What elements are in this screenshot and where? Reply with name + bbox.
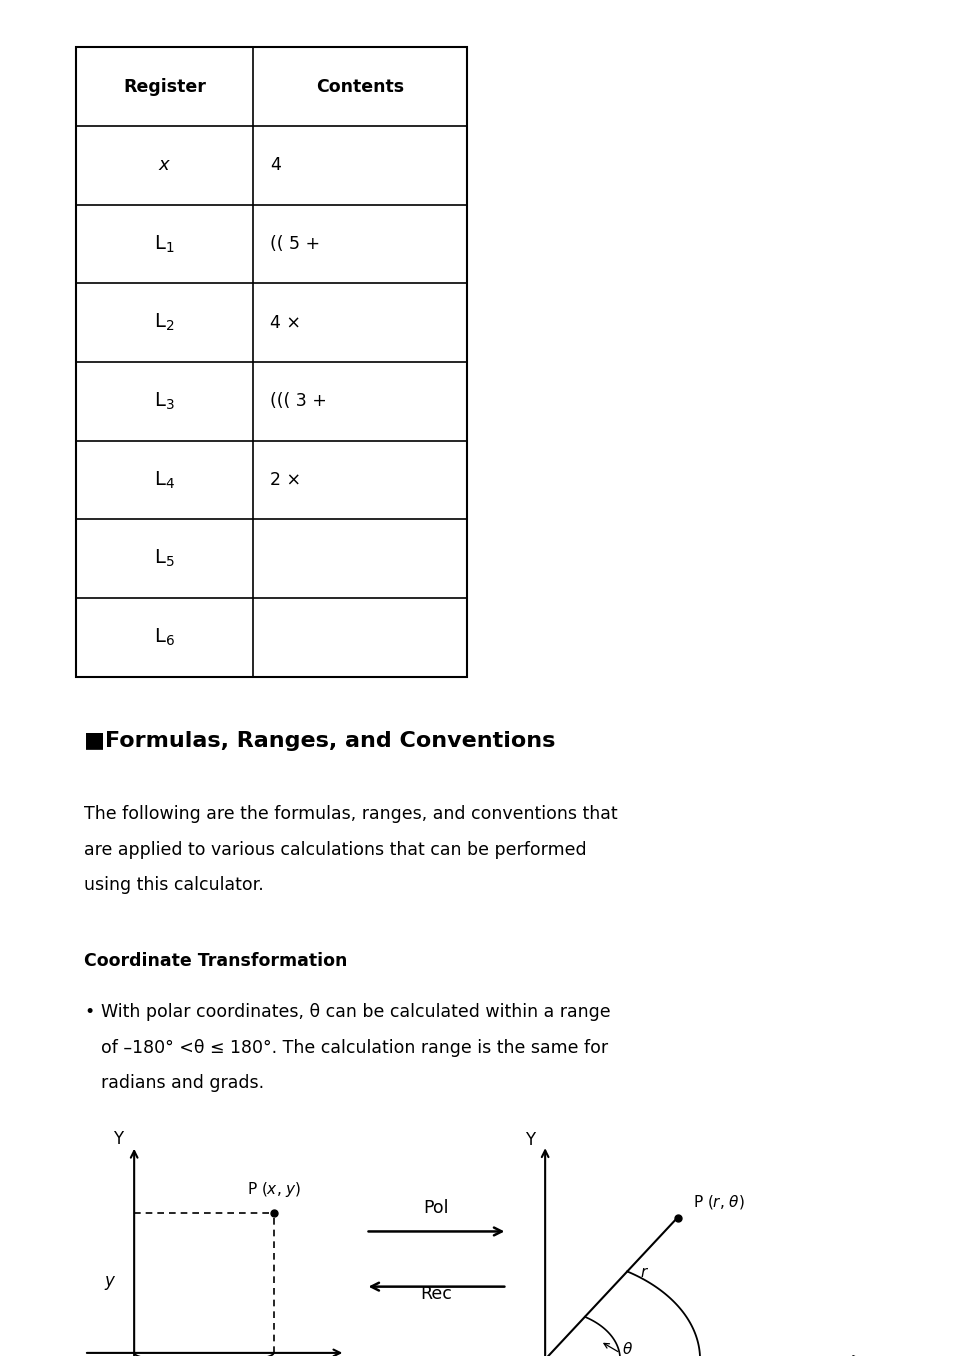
Text: of –180° <θ ≤ 180°. The calculation range is the same for: of –180° <θ ≤ 180°. The calculation rang… <box>101 1039 608 1056</box>
Text: Contents: Contents <box>315 77 404 96</box>
Text: ■Formulas, Ranges, and Conventions: ■Formulas, Ranges, and Conventions <box>84 731 555 751</box>
Text: $\mathrm{L}_{5}$: $\mathrm{L}_{5}$ <box>154 548 174 570</box>
Text: using this calculator.: using this calculator. <box>84 876 263 894</box>
Text: Register: Register <box>123 77 206 96</box>
Text: $\mathrm{L}_{2}$: $\mathrm{L}_{2}$ <box>154 312 174 334</box>
Text: $\theta$: $\theta$ <box>621 1341 633 1356</box>
Text: Y: Y <box>113 1130 123 1149</box>
Text: $y$: $y$ <box>104 1273 116 1292</box>
Text: $\mathrm{L}_{3}$: $\mathrm{L}_{3}$ <box>154 391 174 412</box>
Text: ((( 3 +: ((( 3 + <box>270 392 327 411</box>
Text: P ($r$, $\theta$): P ($r$, $\theta$) <box>692 1193 743 1211</box>
Text: $\mathrm{L}_{4}$: $\mathrm{L}_{4}$ <box>154 469 174 491</box>
Text: $\mathrm{L}_{1}$: $\mathrm{L}_{1}$ <box>154 233 174 255</box>
Text: Coordinate Transformation: Coordinate Transformation <box>84 952 347 970</box>
Bar <box>76 47 467 677</box>
Text: 4: 4 <box>270 156 280 175</box>
Text: The following are the formulas, ranges, and conventions that: The following are the formulas, ranges, … <box>84 805 617 823</box>
Text: With polar coordinates, θ can be calculated within a range: With polar coordinates, θ can be calcula… <box>101 1003 610 1021</box>
Text: 4 ×: 4 × <box>270 313 300 332</box>
Text: 2 ×: 2 × <box>270 471 300 490</box>
Text: $r$: $r$ <box>639 1265 648 1280</box>
Text: Pol: Pol <box>423 1199 449 1218</box>
Text: $x$: $x$ <box>158 156 171 175</box>
Text: (( 5 +: (( 5 + <box>270 235 320 254</box>
Text: Rec: Rec <box>420 1285 452 1303</box>
Text: radians and grads.: radians and grads. <box>101 1074 264 1092</box>
Text: Y: Y <box>524 1131 535 1150</box>
Text: are applied to various calculations that can be performed: are applied to various calculations that… <box>84 841 586 858</box>
Text: •: • <box>84 1003 94 1021</box>
Text: P ($x$, $y$): P ($x$, $y$) <box>246 1180 300 1199</box>
Text: $\mathrm{L}_{6}$: $\mathrm{L}_{6}$ <box>154 626 174 648</box>
